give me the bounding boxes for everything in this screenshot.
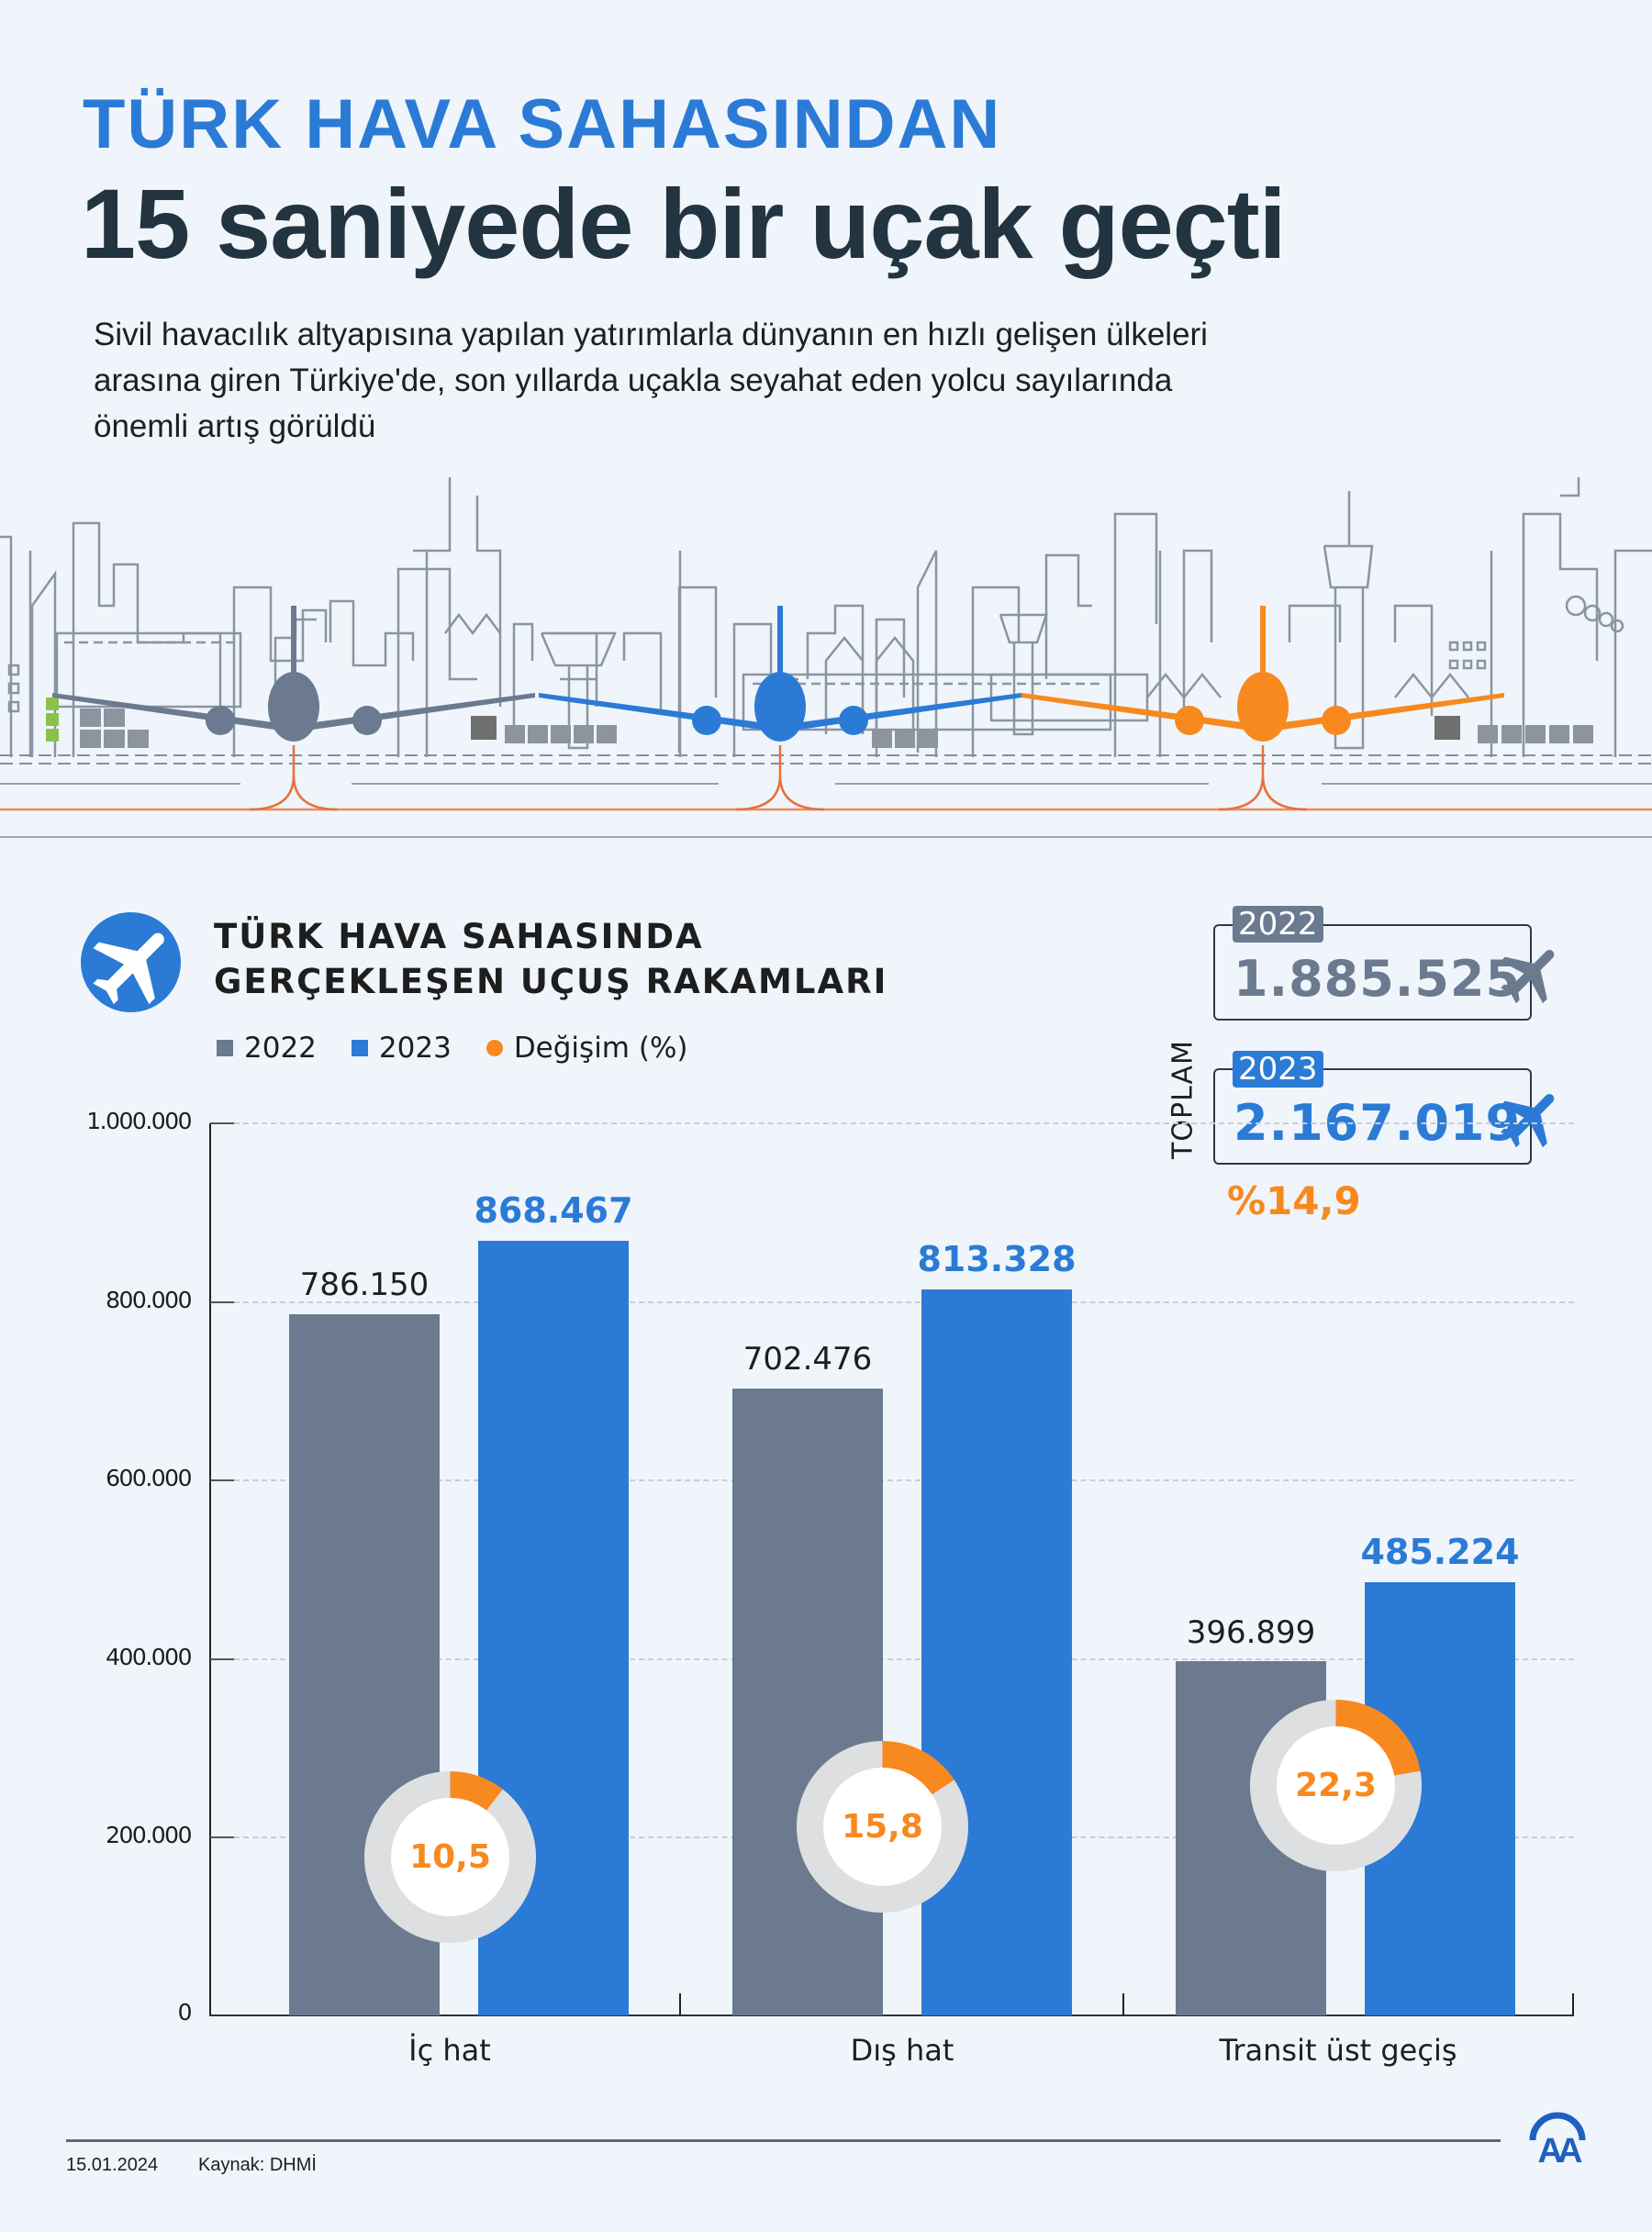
change-value: 15,8 [823, 1768, 942, 1886]
x-separator [679, 1993, 681, 2015]
x-axis [209, 2014, 1574, 2016]
category-label: İç hat [408, 2033, 491, 2068]
legend-label: 2022 [244, 1032, 317, 1065]
plane-gray-icon [52, 606, 535, 742]
gridline [234, 1658, 1574, 1660]
legend-swatch-gray [217, 1040, 233, 1056]
intro-line: Sivil havacılık altyapısına yapılan yatı… [94, 317, 1208, 352]
value-label: 702.476 [742, 1341, 873, 1378]
intro-line: önemli artış görüldü [94, 408, 376, 444]
bar-dis-hat-2022 [732, 1389, 883, 2015]
value-label: 813.328 [917, 1239, 1077, 1279]
page-title: 15 saniyede bir uçak geçti [81, 168, 1287, 279]
change-value: 10,5 [391, 1798, 509, 1916]
y-tick-label: 0 [177, 1999, 193, 2026]
total-2023-year-badge: 2023 [1233, 1051, 1323, 1088]
change-donut-ic-hat: 10,5 [364, 1771, 536, 1943]
footer-date: 15.01.2024 [66, 2155, 159, 2175]
toplam-label: TOPLAM [1166, 1039, 1200, 1159]
footer-source: Kaynak: DHMİ [198, 2155, 317, 2175]
total-change-percent: %14,9 [1227, 1178, 1361, 1223]
aa-logo-icon: AA [1529, 2112, 1588, 2164]
legend-item-2022: 2022 [217, 1032, 317, 1065]
legend-item-change: Değişim (%) [486, 1032, 688, 1065]
y-tick-label: 1.000.000 [86, 1108, 192, 1134]
chart-heading-line1: TÜRK HAVA SAHASINDA [214, 917, 704, 956]
value-label: 485.224 [1360, 1532, 1520, 1572]
value-label: 396.899 [1186, 1614, 1316, 1651]
y-tick-label: 400.000 [106, 1644, 192, 1670]
legend-swatch-blue [351, 1040, 368, 1056]
y-tick [210, 1122, 234, 1124]
gridline [234, 1479, 1574, 1481]
legend-label: Değişim (%) [513, 1032, 688, 1065]
y-tick-label: 200.000 [106, 1822, 192, 1848]
y-tick-label: 800.000 [106, 1287, 192, 1313]
svg-text:AA: AA [1538, 2132, 1582, 2164]
gridline [234, 1301, 1574, 1303]
kicker-title: TÜRK HAVA SAHASINDAN [83, 85, 1002, 163]
change-donut-dis-hat: 15,8 [797, 1741, 968, 1913]
airplane-icon [81, 912, 181, 1012]
y-tick [210, 1836, 234, 1838]
plane-blue-icon [539, 606, 1021, 742]
change-value: 22,3 [1277, 1726, 1395, 1845]
category-label: Dış hat [850, 2033, 954, 2068]
gridline [234, 1122, 1574, 1124]
chart-heading: TÜRK HAVA SAHASINDA GERÇEKLEŞEN UÇUŞ RAK… [214, 914, 887, 1004]
plane-orange-icon [1021, 606, 1504, 742]
skyline-icon [0, 477, 1652, 757]
y-tick [210, 1658, 234, 1660]
legend-dot-orange [486, 1040, 503, 1056]
intro-paragraph: Sivil havacılık altyapısına yapılan yatı… [94, 312, 1470, 450]
legend-label: 2023 [378, 1032, 452, 1065]
x-separator [1122, 1993, 1124, 2015]
airplane-icon [1501, 1094, 1555, 1148]
airport-illustration [0, 477, 1652, 838]
change-donut-transit: 22,3 [1250, 1700, 1422, 1871]
value-label: 786.150 [299, 1267, 430, 1303]
y-tick-label: 600.000 [106, 1465, 192, 1491]
legend-item-2023: 2023 [351, 1032, 452, 1065]
x-separator [1572, 1993, 1574, 2015]
category-label: Transit üst geçiş [1219, 2033, 1457, 2068]
chart-heading-line2: GERÇEKLEŞEN UÇUŞ RAKAMLARI [214, 962, 888, 1001]
value-label: 868.467 [474, 1190, 633, 1231]
y-axis [209, 1123, 211, 2016]
intro-line: arasına giren Türkiye'de, son yıllarda u… [94, 363, 1173, 398]
y-tick [210, 1479, 234, 1481]
footer-divider [66, 2139, 1501, 2142]
y-tick [210, 1301, 234, 1303]
airplane-icon [1501, 950, 1555, 1004]
total-2022-value: 1.885.525 [1233, 950, 1522, 1008]
chart-legend: 2022 2023 Değişim (%) [217, 1032, 723, 1065]
bar-dis-hat-2023 [921, 1289, 1072, 2015]
total-2022-year-badge: 2022 [1233, 906, 1323, 943]
